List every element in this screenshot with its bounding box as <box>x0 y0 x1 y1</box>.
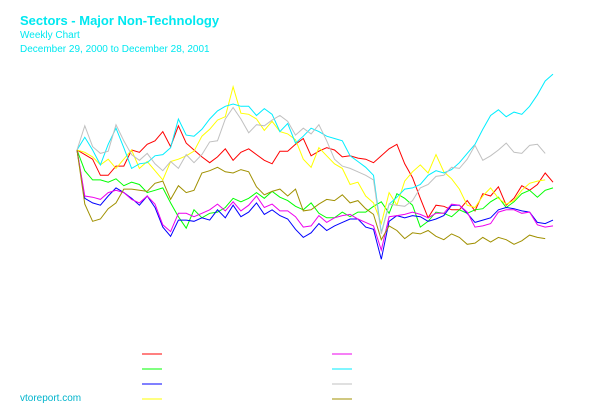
series-line-3 <box>76 149 554 260</box>
chart-date-range: December 29, 2000 to December 28, 2001 <box>20 44 210 55</box>
series-line-4 <box>76 84 546 226</box>
chart-subtitle: Weekly Chart <box>20 30 80 41</box>
series-line-8 <box>76 149 546 245</box>
series-line-2 <box>76 149 554 230</box>
plot-area <box>76 73 554 260</box>
chart-title: Sectors - Major Non-Technology <box>20 13 220 28</box>
series-line-7 <box>76 106 546 235</box>
footer-site-link[interactable]: vtoreport.com <box>20 393 82 404</box>
legend <box>142 353 352 400</box>
series-line-1 <box>76 124 554 219</box>
series-line-5 <box>76 149 554 252</box>
